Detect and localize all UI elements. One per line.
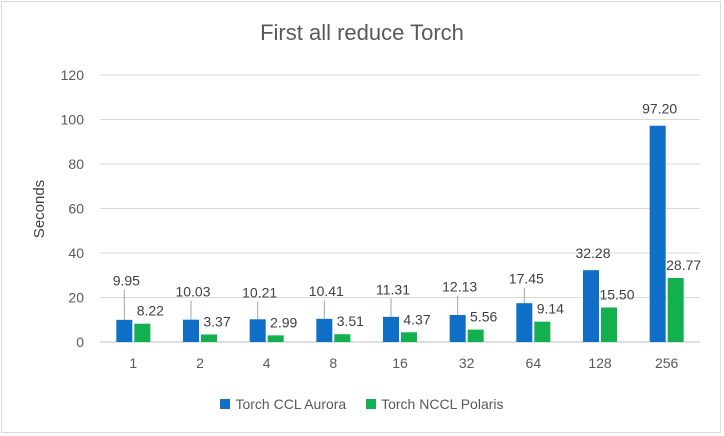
x-axis-ticks: 1 2 4 8 16 32 64 128 256 bbox=[129, 355, 678, 371]
bar-aurora bbox=[116, 319, 133, 342]
y-tick-label: 40 bbox=[68, 245, 84, 261]
data-label-aurora: 10.21 bbox=[242, 284, 277, 300]
data-label-polaris: 3.51 bbox=[337, 313, 364, 329]
legend: Torch CCL Aurora Torch NCCL Polaris bbox=[0, 396, 724, 412]
data-label-aurora: 11.31 bbox=[376, 281, 410, 297]
x-tick-label: 256 bbox=[655, 355, 679, 371]
legend-swatch-aurora bbox=[220, 399, 231, 409]
legend-item-polaris: Torch NCCL Polaris bbox=[366, 396, 504, 412]
bar-aurora bbox=[516, 303, 533, 342]
x-tick-label: 1 bbox=[129, 355, 137, 371]
y-tick-label: 0 bbox=[76, 334, 84, 350]
data-label-polaris: 3.37 bbox=[203, 314, 230, 330]
y-tick-label: 20 bbox=[68, 290, 84, 306]
data-label-aurora: 97.20 bbox=[642, 101, 677, 117]
bar-polaris bbox=[467, 329, 484, 342]
legend-item-aurora: Torch CCL Aurora bbox=[220, 396, 346, 412]
bar-aurora bbox=[583, 270, 599, 342]
legend-swatch-polaris bbox=[366, 399, 377, 409]
data-label-aurora: 17.45 bbox=[509, 271, 544, 287]
data-label-polaris: 4.37 bbox=[403, 311, 430, 327]
data-labels: 9.95 8.22 10.03 3.37 10.21 2.99 10.41 3.51 11.31… bbox=[113, 101, 702, 331]
bar-polaris bbox=[401, 332, 417, 342]
bar-aurora bbox=[383, 316, 399, 342]
data-label-polaris: 5.56 bbox=[470, 309, 497, 325]
bar-polaris bbox=[134, 323, 151, 342]
x-tick-label: 64 bbox=[526, 355, 542, 371]
y-axis-ticks: 0 20 40 60 80 100 120 bbox=[61, 67, 85, 350]
bar-polaris bbox=[534, 321, 551, 342]
legend-label-polaris: Torch NCCL Polaris bbox=[381, 396, 504, 412]
gridlines bbox=[100, 74, 700, 343]
y-tick-label: 100 bbox=[61, 112, 85, 128]
y-tick-label: 120 bbox=[61, 67, 85, 83]
data-label-aurora: 10.03 bbox=[175, 284, 210, 300]
data-label-polaris: 28.77 bbox=[666, 257, 701, 273]
bar-polaris bbox=[201, 334, 217, 342]
bar-aurora bbox=[183, 319, 199, 342]
data-label-polaris: 9.14 bbox=[537, 301, 564, 317]
data-label-polaris: 8.22 bbox=[137, 303, 164, 319]
y-axis-title: Seconds bbox=[31, 180, 48, 238]
x-tick-label: 8 bbox=[329, 355, 337, 371]
y-tick-label: 80 bbox=[68, 156, 84, 172]
bar-polaris bbox=[667, 277, 684, 342]
x-tick-label: 32 bbox=[459, 355, 475, 371]
bar-aurora bbox=[316, 318, 333, 342]
data-label-aurora: 12.13 bbox=[442, 279, 477, 295]
legend-label-aurora: Torch CCL Aurora bbox=[235, 396, 347, 412]
x-tick-label: 2 bbox=[196, 355, 204, 371]
bar-polaris bbox=[601, 307, 617, 342]
x-tick-label: 4 bbox=[263, 355, 271, 371]
data-label-polaris: 2.99 bbox=[270, 314, 297, 330]
bar-aurora bbox=[649, 125, 666, 342]
data-label-aurora: 9.95 bbox=[113, 273, 140, 289]
y-tick-label: 60 bbox=[68, 201, 84, 217]
bar-aurora bbox=[249, 319, 266, 342]
data-label-aurora: 32.28 bbox=[575, 245, 610, 261]
data-label-polaris: 15.50 bbox=[599, 287, 634, 303]
bar-polaris bbox=[267, 335, 284, 342]
chart-title: First all reduce Torch bbox=[260, 20, 464, 45]
x-tick-label: 16 bbox=[392, 355, 408, 371]
bars bbox=[116, 125, 684, 342]
bar-polaris bbox=[334, 334, 351, 342]
leader-lines bbox=[123, 287, 525, 320]
x-tick-label: 128 bbox=[588, 355, 612, 371]
bar-aurora bbox=[449, 315, 466, 342]
data-label-aurora: 10.41 bbox=[309, 283, 344, 299]
